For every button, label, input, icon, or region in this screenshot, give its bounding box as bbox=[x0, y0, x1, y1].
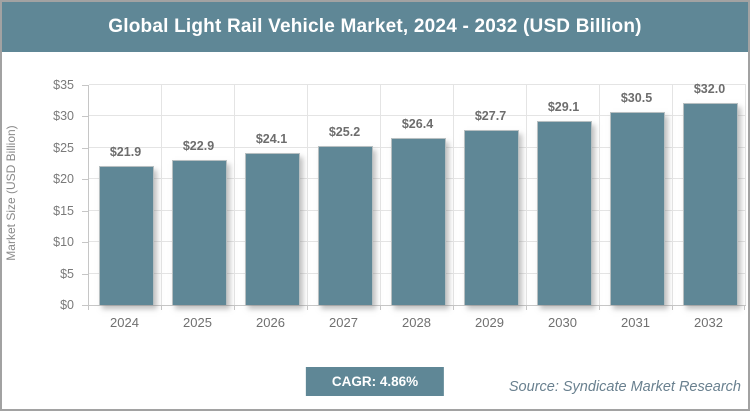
bar bbox=[464, 129, 519, 305]
y-tick-mark bbox=[82, 305, 88, 306]
gridline-horizontal bbox=[89, 115, 746, 117]
gridline-vertical bbox=[234, 85, 235, 305]
plot-area: $21.9 $22.9 $24.1 $25.2 $26.4 $27.7 $29.1 $30.5… bbox=[88, 81, 746, 306]
bar bbox=[537, 121, 592, 305]
gridline-vertical bbox=[307, 85, 308, 305]
x-tick-mark bbox=[453, 306, 454, 310]
x-tick-label: 2031 bbox=[621, 315, 650, 330]
bar-value-label: $26.4 bbox=[401, 117, 434, 132]
x-tick-mark bbox=[307, 306, 308, 310]
bar-value-label: $21.9 bbox=[109, 145, 142, 160]
x-tick-mark bbox=[234, 306, 235, 310]
y-tick-mark bbox=[82, 242, 88, 244]
chart-title: Global Light Rail Vehicle Market, 2024 -… bbox=[108, 16, 642, 37]
y-axis-title: Market Size (USD Billion) bbox=[4, 125, 18, 261]
bar-value-label: $25.2 bbox=[328, 124, 361, 139]
x-tick-mark bbox=[526, 306, 527, 310]
bar-value-label: $24.1 bbox=[255, 131, 288, 146]
x-tick-mark bbox=[672, 306, 673, 310]
source-text: Source: Syndicate Market Research bbox=[508, 379, 741, 395]
bar bbox=[318, 145, 373, 305]
bar-value-label: $30.5 bbox=[620, 91, 653, 106]
x-tick-label: 2024 bbox=[110, 315, 139, 330]
gridline-vertical bbox=[453, 85, 454, 305]
y-tick-label: $10 bbox=[53, 235, 74, 250]
x-tick-mark bbox=[744, 306, 745, 310]
gridline-vertical bbox=[380, 85, 381, 305]
gridline-vertical bbox=[599, 85, 600, 305]
bar bbox=[99, 166, 154, 305]
x-tick-mark bbox=[380, 306, 381, 310]
gridline-vertical bbox=[526, 85, 527, 305]
bar bbox=[172, 160, 227, 305]
cagr-badge: CAGR: 4.86% bbox=[305, 367, 445, 396]
bar-value-label: $32.0 bbox=[693, 81, 726, 96]
bar-value-label: $29.1 bbox=[547, 100, 580, 115]
bar-value-label: $22.9 bbox=[182, 139, 215, 154]
y-tick-mark bbox=[82, 210, 88, 212]
chart-title-bar: Global Light Rail Vehicle Market, 2024 -… bbox=[2, 2, 748, 52]
bar bbox=[245, 152, 300, 305]
y-tick-label: $35 bbox=[53, 78, 74, 92]
x-tick-mark bbox=[599, 306, 600, 310]
y-tick-mark bbox=[82, 116, 88, 118]
y-tick-label: $0 bbox=[60, 298, 74, 312]
y-tick-mark bbox=[82, 85, 88, 86]
y-tick-mark bbox=[82, 147, 88, 149]
y-tick-label: $5 bbox=[60, 266, 74, 281]
x-tick-label: 2030 bbox=[548, 315, 577, 330]
x-tick-label: 2027 bbox=[329, 315, 358, 330]
x-tick-label: 2025 bbox=[183, 315, 212, 330]
bar bbox=[683, 102, 738, 305]
gridline-vertical bbox=[672, 85, 673, 305]
y-tick-mark bbox=[82, 273, 88, 275]
bar-value-label: $27.7 bbox=[474, 108, 507, 123]
x-tick-mark bbox=[88, 306, 89, 310]
bar bbox=[391, 138, 446, 305]
y-tick-mark bbox=[82, 179, 88, 181]
y-tick-label: $25 bbox=[53, 140, 74, 155]
gridline-vertical bbox=[161, 85, 162, 305]
y-tick-label: $30 bbox=[53, 109, 74, 124]
x-tick-label: 2026 bbox=[256, 315, 285, 330]
y-tick-label: $20 bbox=[53, 172, 74, 187]
x-tick-label: 2032 bbox=[694, 315, 723, 330]
gridline-vertical bbox=[745, 85, 746, 305]
gridline-horizontal bbox=[89, 84, 746, 85]
y-tick-label: $15 bbox=[53, 203, 74, 218]
bar bbox=[610, 112, 665, 305]
x-tick-label: 2029 bbox=[475, 315, 504, 330]
x-tick-label: 2028 bbox=[402, 315, 431, 330]
x-tick-mark bbox=[161, 306, 162, 310]
